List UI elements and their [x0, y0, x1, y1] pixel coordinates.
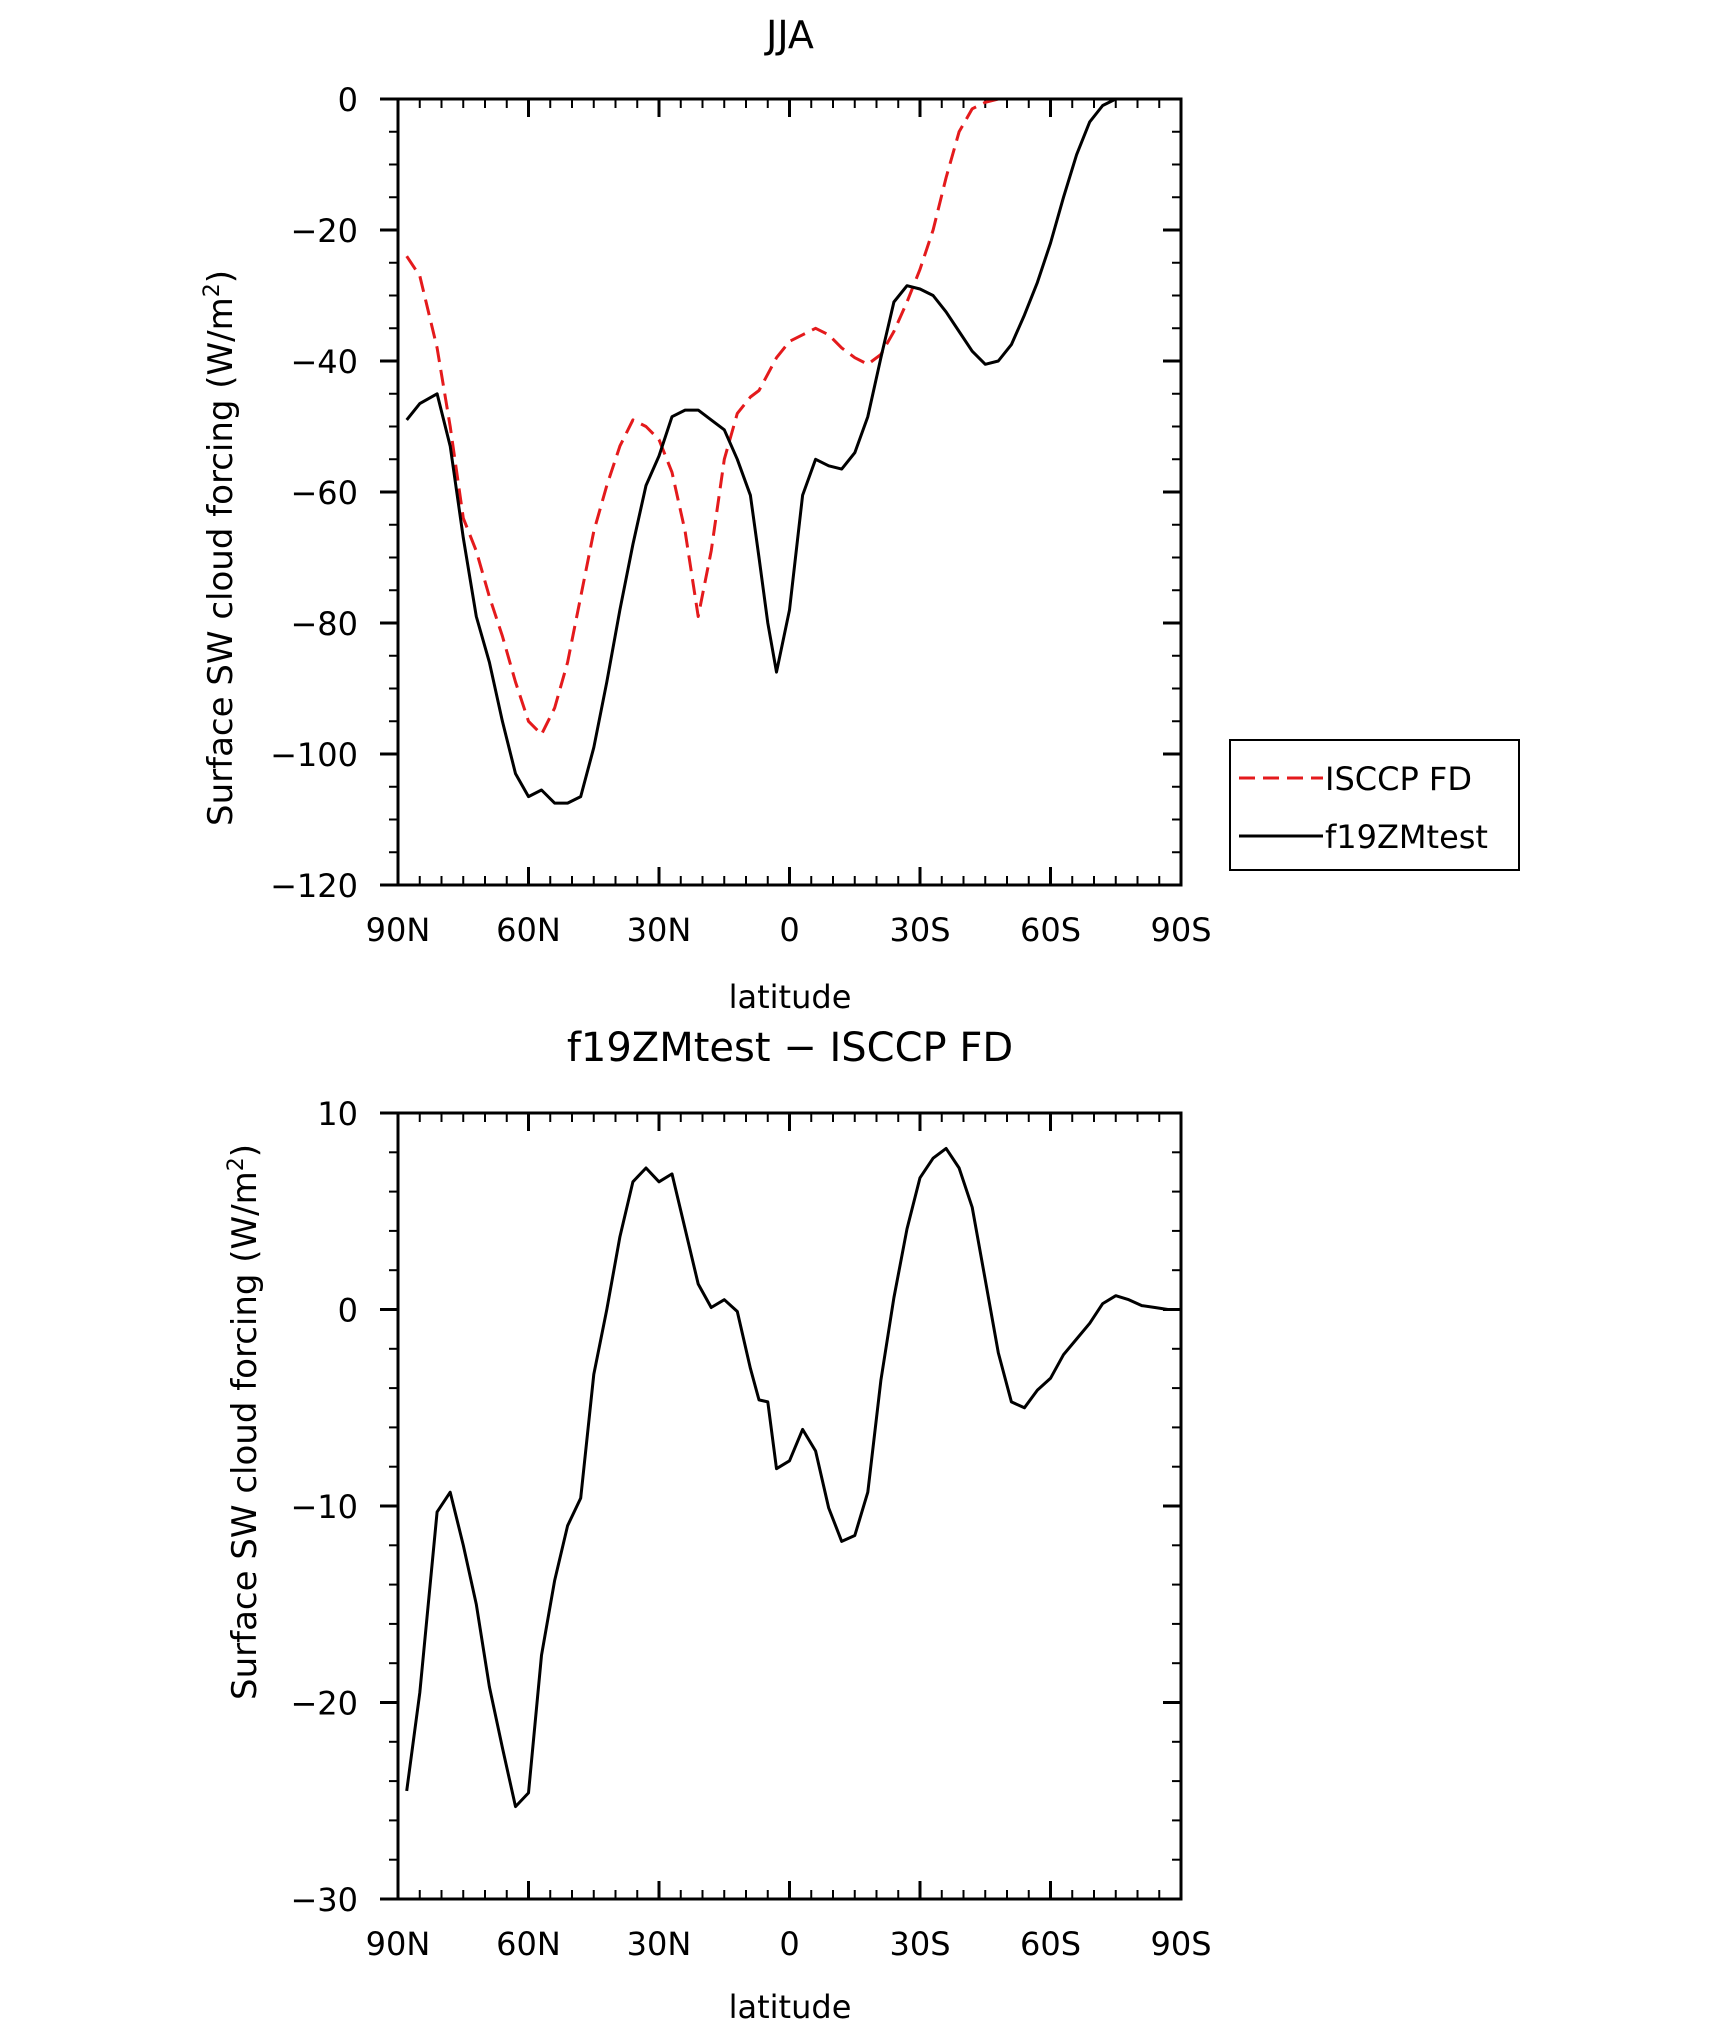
- x-tick-label: 60N: [496, 911, 561, 949]
- legend-box: [1229, 739, 1520, 871]
- data-lines: [405, 1146, 1177, 1809]
- x-tick-label: 30S: [889, 1925, 950, 1963]
- axis-ticks: [380, 97, 1183, 887]
- y-tick-label: −20: [290, 1685, 358, 1723]
- x-tick-label: 30S: [889, 911, 950, 949]
- y-axis-label-superscript: 2: [200, 283, 225, 297]
- panel-jja: JJA Surface SW cloud forcing (W/m2) 0 −20…: [200, 13, 1520, 1016]
- y-axis-label-superscript: 2: [224, 1157, 249, 1171]
- x-tick-label: 60S: [1020, 911, 1081, 949]
- plot-frame: [396, 97, 1183, 887]
- svg-text:Surface SW cloud forcing (W/m2: Surface SW cloud forcing (W/m2): [200, 270, 241, 826]
- chart-title: f19ZMtest − ISCCP FD: [567, 1025, 1013, 1071]
- y-tick-label: −30: [290, 1881, 358, 1919]
- y-axis-label: Surface SW cloud forcing (W/m2): [224, 1144, 265, 1700]
- y-axis-label-close: ): [225, 1144, 265, 1157]
- legend-label-isccp-fd: ISCCP FD: [1325, 760, 1472, 798]
- legend: ISCCP FD f19ZMtest: [1229, 739, 1520, 871]
- y-tick-label: −60: [290, 474, 358, 512]
- x-tick-label: 90S: [1150, 1925, 1211, 1963]
- x-tick-label: 90N: [366, 911, 431, 949]
- x-tick-label: 30N: [627, 1925, 692, 1963]
- legend-label-f19zmtest: f19ZMtest: [1325, 818, 1488, 856]
- data-lines: [405, 97, 1177, 805]
- y-tick-label: −80: [290, 605, 358, 643]
- x-tick-labels: 90N 60N 30N 0 30S 60S 90S: [366, 911, 1212, 949]
- y-axis-label: Surface SW cloud forcing (W/m2): [200, 270, 241, 826]
- x-axis-label: latitude: [729, 1988, 852, 2021]
- y-tick-labels: 0 −20 −40 −60 −80 −100 −120: [270, 81, 358, 905]
- y-tick-label: −10: [290, 1488, 358, 1526]
- y-axis-label-text: Surface SW cloud forcing (W/m: [225, 1171, 265, 1700]
- y-tick-label: −20: [290, 212, 358, 250]
- y-tick-label: 0: [338, 81, 358, 119]
- y-tick-label: 0: [338, 1292, 358, 1330]
- y-tick-label: −120: [270, 867, 358, 905]
- x-tick-label: 0: [779, 911, 799, 949]
- x-tick-label: 60N: [496, 1925, 561, 1963]
- axis-ticks: [380, 1111, 1183, 1901]
- x-tick-label: 60S: [1020, 1925, 1081, 1963]
- y-tick-label: −100: [270, 736, 358, 774]
- x-tick-label: 30N: [627, 911, 692, 949]
- y-tick-labels: 10 0 −10 −20 −30: [290, 1095, 358, 1919]
- x-axis-label: latitude: [729, 978, 852, 1016]
- series-line-f19zmtest: [405, 97, 1177, 805]
- series-line-isccp-fd: [405, 97, 1177, 736]
- x-tick-label: 0: [779, 1925, 799, 1963]
- x-tick-label: 90N: [366, 1925, 431, 1963]
- x-tick-labels: 90N 60N 30N 0 30S 60S 90S: [366, 1925, 1212, 1963]
- y-axis-label-text: Surface SW cloud forcing (W/m: [201, 297, 241, 826]
- y-axis-label-close: ): [201, 270, 241, 283]
- plot-frame: [396, 1111, 1183, 1901]
- svg-text:Surface SW cloud forcing (W/m2: Surface SW cloud forcing (W/m2): [224, 1144, 265, 1700]
- series-line-difference: [405, 1146, 1177, 1809]
- y-tick-label: 10: [317, 1095, 358, 1133]
- panel-difference: f19ZMtest − ISCCP FD Surface SW cloud fo…: [224, 1025, 1212, 2021]
- chart-title: JJA: [764, 13, 814, 57]
- y-tick-label: −40: [290, 343, 358, 381]
- x-tick-label: 90S: [1150, 911, 1211, 949]
